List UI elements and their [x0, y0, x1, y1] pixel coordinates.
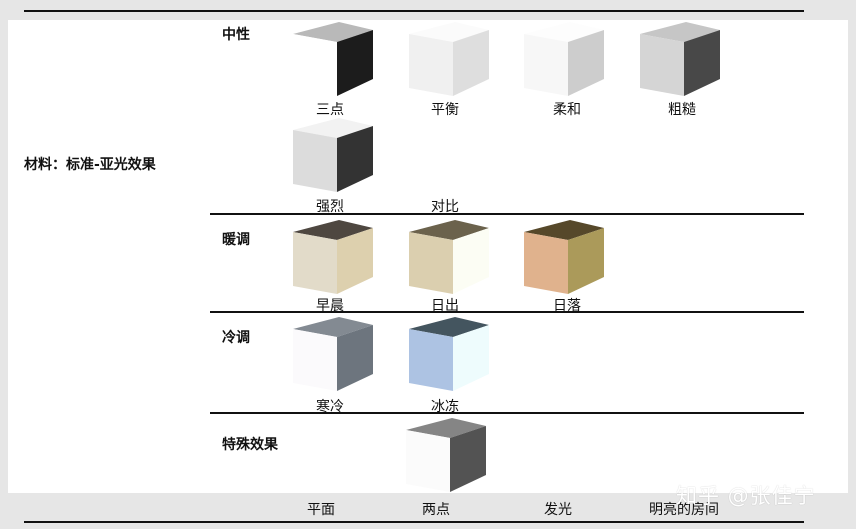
cube-side-face	[337, 30, 373, 96]
cube-front-face	[640, 34, 684, 96]
cube-top-face	[409, 317, 489, 337]
cube-drawing	[409, 317, 489, 391]
cube-top-face	[293, 220, 373, 240]
label-contrast: 对比	[431, 199, 459, 215]
cube-top-face	[293, 317, 373, 337]
rule-after-cool	[210, 412, 804, 414]
cube-drawing	[293, 317, 373, 391]
cube-side-face	[568, 228, 604, 294]
cube-side-face	[337, 228, 373, 294]
label-rough: 粗糙	[668, 102, 696, 118]
cube-cold	[292, 316, 374, 392]
cube-soft	[523, 21, 605, 97]
label-three-point: 三点	[316, 102, 344, 118]
cube-front-face	[293, 232, 337, 294]
cube-drawing	[409, 22, 489, 96]
cube-drawing	[640, 22, 720, 96]
label-strong: 强烈	[316, 199, 344, 215]
label-frozen: 冰冻	[431, 399, 459, 415]
rule-after-neutral	[210, 213, 804, 215]
label-sunset: 日落	[553, 298, 581, 314]
cube-top-face	[293, 118, 373, 138]
cube-front-face	[406, 430, 450, 492]
cube-side-face	[450, 426, 486, 492]
cube-sunset	[523, 219, 605, 295]
label-sunrise: 日出	[431, 298, 459, 314]
group-title-neutral: 中性	[222, 27, 250, 43]
bottom-rule	[24, 521, 804, 523]
cube-front-face	[409, 34, 453, 96]
label-soft: 柔和	[553, 102, 581, 118]
cube-drawing	[524, 220, 604, 294]
cube-drawing	[406, 418, 486, 492]
cube-drawing	[293, 22, 373, 96]
cube-morning	[292, 219, 374, 295]
cube-front-face	[409, 329, 453, 391]
cube-top-face	[524, 220, 604, 240]
cube-front-face	[524, 34, 568, 96]
cube-side-face	[337, 126, 373, 192]
cube-top-face	[409, 220, 489, 240]
cube-top-face	[640, 22, 720, 42]
label-bright-room: 明亮的房间	[649, 502, 719, 518]
cube-sunrise	[408, 219, 490, 295]
group-title-special: 特殊效果	[222, 437, 278, 453]
cube-drawing	[293, 118, 373, 192]
watermark-text: 知乎 @张佳宁	[676, 484, 816, 508]
cube-top-face	[409, 22, 489, 42]
group-title-cool: 冷调	[222, 330, 250, 346]
cube-rough	[639, 21, 721, 97]
cube-balanced	[408, 21, 490, 97]
label-balanced: 平衡	[431, 102, 459, 118]
cube-side-face	[568, 30, 604, 96]
cube-front-face	[293, 329, 337, 391]
cube-front-face	[524, 232, 568, 294]
cube-top-face	[406, 418, 486, 438]
label-cold: 寒冷	[316, 399, 344, 415]
label-glow: 发光	[544, 502, 572, 518]
cube-front-face	[409, 232, 453, 294]
group-title-warm: 暖调	[222, 232, 250, 248]
top-rule	[24, 10, 804, 12]
cube-frozen	[408, 316, 490, 392]
cube-side-face	[453, 325, 489, 391]
cube-front-face	[293, 130, 337, 192]
cube-drawing	[524, 22, 604, 96]
cube-drawing	[293, 220, 373, 294]
cube-three-point	[292, 21, 374, 97]
cube-top-face	[524, 22, 604, 42]
material-label: 材料：标准-亚光效果	[24, 157, 156, 173]
cube-front-face	[293, 34, 337, 96]
rule-after-warm	[210, 311, 804, 313]
label-two-point: 两点	[422, 502, 450, 518]
cube-top-face	[293, 22, 373, 42]
label-flat: 平面	[307, 502, 335, 518]
cube-side-face	[453, 228, 489, 294]
cube-side-face	[684, 30, 720, 96]
cube-drawing	[409, 220, 489, 294]
cube-two-point	[405, 417, 487, 493]
label-morning: 早晨	[316, 298, 344, 314]
cube-strong	[292, 117, 374, 193]
cube-side-face	[453, 30, 489, 96]
cube-side-face	[337, 325, 373, 391]
